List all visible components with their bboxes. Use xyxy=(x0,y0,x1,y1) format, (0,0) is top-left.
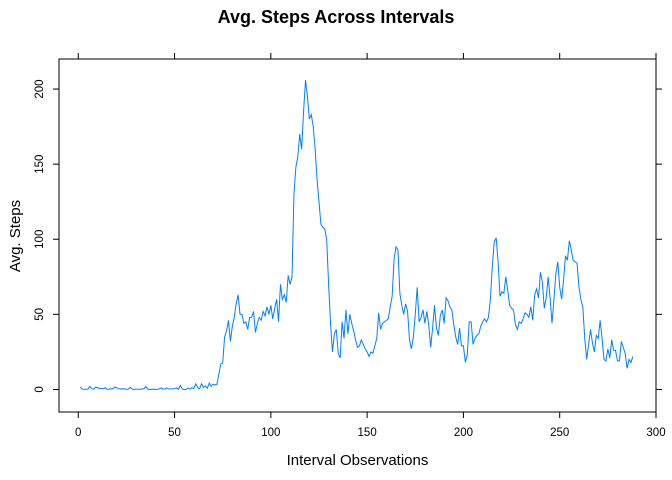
x-tick-label: 0 xyxy=(75,427,81,439)
steps-series-line xyxy=(79,79,634,391)
y-tick-label: 50 xyxy=(34,308,46,321)
x-tick-label: 100 xyxy=(261,427,280,439)
x-tick-label: 200 xyxy=(454,427,473,439)
x-tick-label: 50 xyxy=(168,427,181,439)
plot-frame xyxy=(58,58,657,413)
axes: 0 50 100 150 200 250 300 0 50 100 150 200 xyxy=(34,53,666,439)
x-axis-label: Interval Observations xyxy=(287,452,429,469)
y-tick-label: 100 xyxy=(34,230,46,249)
chart-title: Avg. Steps Across Intervals xyxy=(218,7,455,27)
y-tick-label: 0 xyxy=(34,386,46,392)
x-tick-label: 300 xyxy=(646,427,665,439)
x-tick-label: 150 xyxy=(358,427,377,439)
y-tick-label: 150 xyxy=(34,155,46,174)
y-axis-label: Avg. Steps xyxy=(7,200,24,272)
y-tick-label: 200 xyxy=(34,79,46,98)
x-tick-label: 250 xyxy=(550,427,569,439)
